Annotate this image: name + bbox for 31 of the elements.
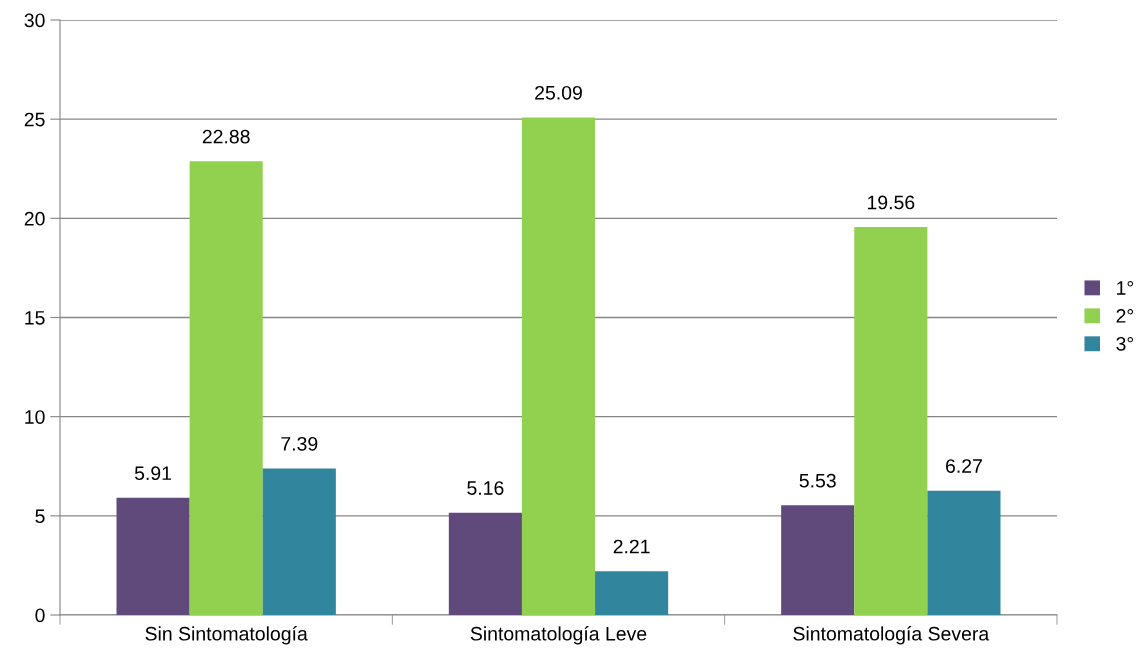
data-label: 5.53 xyxy=(799,473,836,488)
bar xyxy=(781,505,855,615)
data-label: 5.16 xyxy=(467,481,504,495)
x-tick-label: Sintomatología Leve xyxy=(470,626,647,645)
x-tick-label: Sintomatología Severa xyxy=(793,626,990,645)
data-label: 6.27 xyxy=(946,459,982,473)
x-tick-label: Sin Sintomatología xyxy=(145,626,308,645)
y-tick-label: 25 xyxy=(24,112,45,127)
legend-label: 2° xyxy=(1116,309,1133,323)
data-label: 22.88 xyxy=(202,129,250,144)
bar xyxy=(262,468,336,615)
legend-label: 3° xyxy=(1116,336,1133,351)
bar xyxy=(595,571,669,615)
legend-label: 1° xyxy=(1117,281,1133,295)
bar xyxy=(189,161,263,615)
bar xyxy=(116,497,190,615)
data-label: 7.39 xyxy=(281,436,318,451)
data-label: 25.09 xyxy=(535,85,582,100)
data-label: 5.91 xyxy=(134,466,172,481)
bar xyxy=(854,227,928,615)
y-tick-label: 10 xyxy=(25,410,45,424)
y-tick-label: 5 xyxy=(35,509,45,524)
data-label: 2.21 xyxy=(613,539,650,554)
y-tick-label: 30 xyxy=(24,13,45,28)
bar xyxy=(448,512,522,615)
data-label: 19.56 xyxy=(867,195,915,210)
y-tick-label: 15 xyxy=(25,311,45,325)
bar xyxy=(521,117,596,615)
y-tick-label: 0 xyxy=(35,608,45,623)
bar xyxy=(927,490,1001,615)
y-tick-label: 20 xyxy=(24,211,45,226)
